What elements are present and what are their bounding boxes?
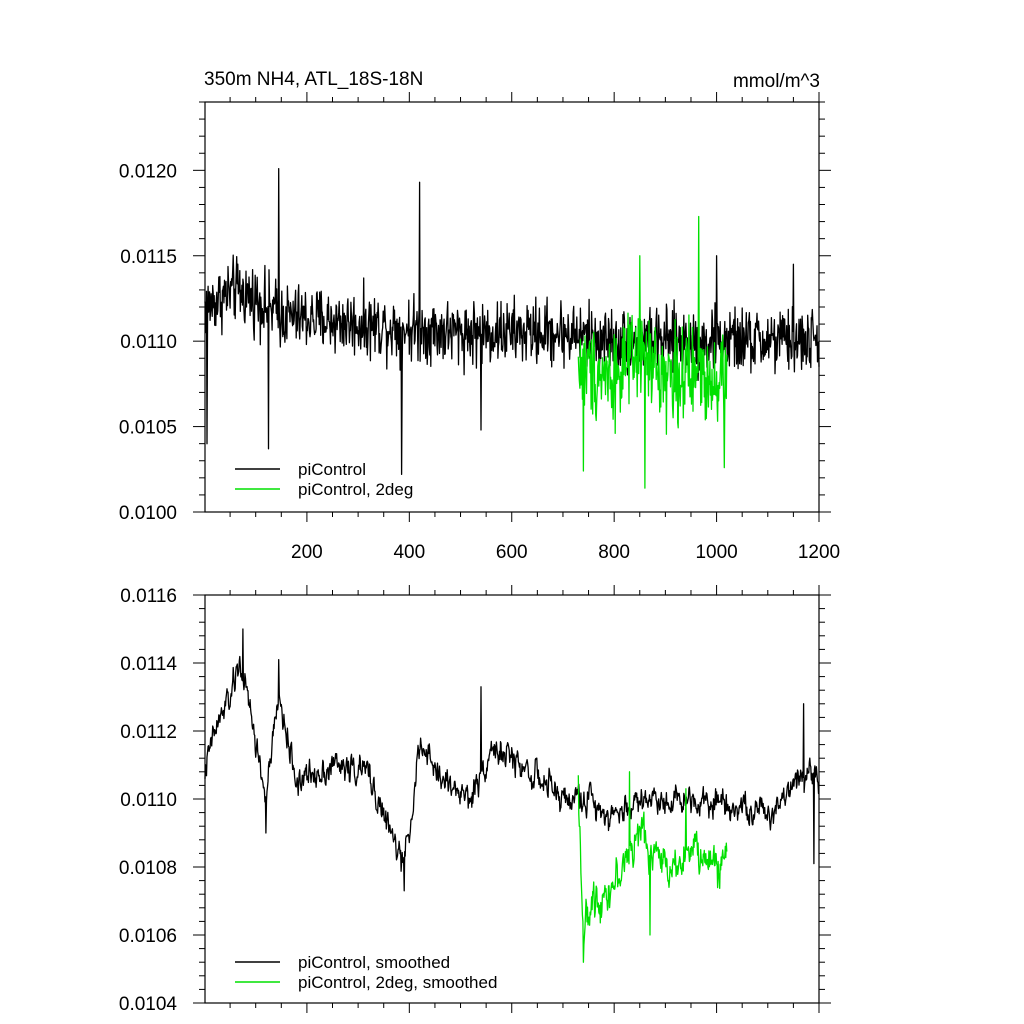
x-tick-label: 800 <box>598 542 630 563</box>
top-plot-frame <box>204 101 820 513</box>
y-tick-label: 0.0120 <box>119 161 177 182</box>
y-tick-label: 0.0110 <box>120 790 177 811</box>
y-tick-label: 0.0112 <box>120 722 177 743</box>
y-tick-label: 0.0108 <box>119 858 177 879</box>
bottom-axis-ticks: 0.0104 0.0106 0.0108 0.0110 0.0112 0.0114 0.01… <box>119 585 831 1015</box>
y-tick-label: 0.0104 <box>119 994 178 1015</box>
top-panel: 350m NH4, ATL_18S-18N mmol/m^3 piControl… <box>119 69 840 563</box>
y-tick-label: 0.0105 <box>119 418 177 439</box>
x-tick-label: 200 <box>291 542 323 563</box>
bottom-legend: piControl, smoothed piControl, 2deg, smo… <box>235 953 497 992</box>
y-tick-label: 0.0114 <box>120 654 177 675</box>
legend-label-picontrol-2deg-smoothed: piControl, 2deg, smoothed <box>298 973 497 992</box>
legend-label-picontrol-smoothed: piControl, smoothed <box>298 953 450 972</box>
x-tick-label: 1200 <box>798 542 840 563</box>
legend-label-picontrol: piControl <box>298 460 366 479</box>
x-tick-label: 400 <box>393 542 425 563</box>
x-tick-label: 1000 <box>695 542 737 563</box>
y-tick-label: 0.0115 <box>120 247 177 268</box>
bottom-series-line-picontrol-smoothed <box>204 628 820 892</box>
top-plot-area <box>204 167 820 489</box>
y-tick-label: 0.0106 <box>119 926 177 947</box>
y-tick-label: 0.0100 <box>119 503 177 524</box>
y-tick-label: 0.0116 <box>120 586 177 607</box>
legend-label-picontrol-2deg: piControl, 2deg <box>298 480 413 499</box>
units-label: mmol/m^3 <box>733 71 820 92</box>
bottom-series-line-picontrol-2deg-smoothed <box>577 771 728 963</box>
top-legend: piControl piControl, 2deg <box>235 460 413 499</box>
top-series-line-picontrol-2deg <box>577 215 728 489</box>
top-series-line-picontrol <box>204 167 820 476</box>
bottom-plot-area <box>204 628 820 963</box>
top-axis-ticks: 200 400 600 800 1000 1200 0.0100 0.0105 0.0110 0.… <box>119 92 840 563</box>
y-tick-label: 0.0110 <box>120 332 177 353</box>
x-tick-label: 600 <box>496 542 528 563</box>
chart-title: 350m NH4, ATL_18S-18N <box>204 69 423 90</box>
bottom-panel: piControl, smoothed piControl, 2deg, smo… <box>119 585 831 1015</box>
